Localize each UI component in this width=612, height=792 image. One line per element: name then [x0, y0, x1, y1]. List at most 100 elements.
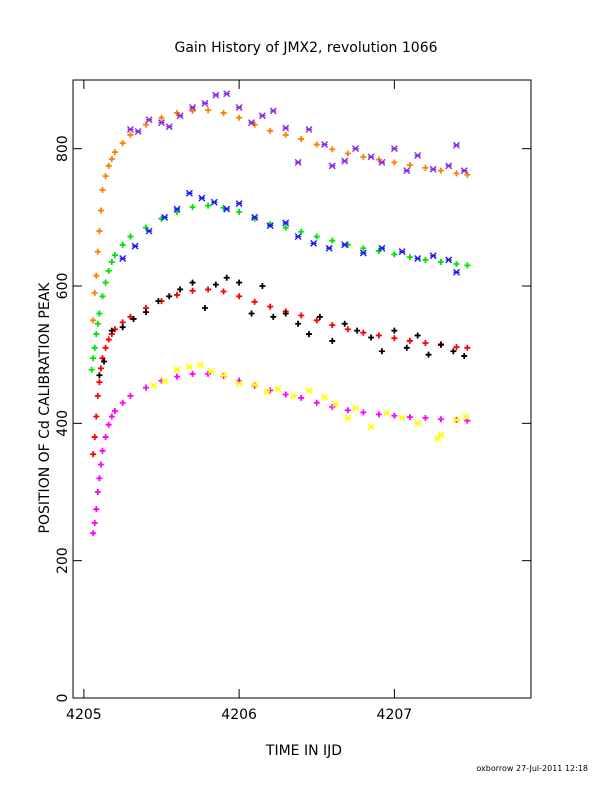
- data-point: [429, 165, 437, 173]
- data-point: [97, 365, 104, 372]
- data-point: [119, 140, 126, 147]
- data-point: [90, 355, 97, 362]
- y-axis-label: POSITION OF Cd CALIBRATION PEAK: [37, 282, 53, 534]
- data-point: [429, 252, 437, 260]
- data-point: [367, 423, 375, 431]
- data-point: [406, 254, 413, 261]
- data-point: [282, 391, 289, 398]
- data-point: [321, 393, 329, 401]
- data-point: [295, 320, 302, 327]
- data-point: [422, 414, 429, 421]
- data-point: [102, 344, 109, 351]
- data-point: [127, 313, 134, 320]
- data-point: [329, 237, 336, 244]
- data-point: [220, 371, 228, 379]
- data-point: [127, 392, 134, 399]
- data-point: [174, 373, 181, 380]
- data-point: [344, 326, 351, 333]
- data-point: [102, 173, 109, 180]
- data-point: [450, 348, 457, 355]
- data-point: [367, 153, 375, 161]
- data-point: [282, 224, 289, 231]
- data-point: [131, 242, 139, 250]
- series-3: [119, 189, 460, 276]
- x-axis: 4205 4206 4207: [66, 80, 412, 723]
- y-tick-label: 400: [55, 410, 71, 437]
- data-point: [166, 293, 173, 300]
- data-point: [414, 255, 422, 263]
- data-point: [119, 255, 127, 263]
- data-point: [298, 394, 305, 401]
- data-point: [111, 407, 118, 414]
- x-tick-label: 4206: [221, 707, 257, 723]
- data-point: [145, 227, 153, 235]
- data-point: [119, 241, 126, 248]
- data-point: [97, 207, 104, 214]
- data-point: [390, 145, 398, 153]
- data-point: [310, 239, 318, 247]
- data-point: [189, 103, 197, 111]
- data-point: [96, 475, 103, 482]
- data-point: [105, 421, 112, 428]
- data-point: [406, 414, 413, 421]
- data-point: [329, 146, 336, 153]
- data-point: [173, 205, 181, 213]
- data-point: [130, 315, 137, 322]
- data-point: [298, 312, 305, 319]
- data-point: [205, 286, 212, 293]
- data-point: [173, 366, 181, 374]
- data-point: [99, 293, 106, 300]
- data-point: [235, 380, 243, 388]
- data-point: [267, 303, 274, 310]
- data-point: [91, 344, 98, 351]
- data-point: [406, 162, 413, 169]
- data-point: [341, 320, 348, 327]
- data-point: [94, 392, 101, 399]
- data-point: [305, 386, 313, 394]
- data-point: [236, 279, 243, 286]
- data-point: [344, 414, 352, 422]
- x-tick-label: 4207: [377, 707, 413, 723]
- data-point: [220, 109, 227, 116]
- data-point: [101, 358, 108, 365]
- data-point: [142, 224, 149, 231]
- data-point: [329, 322, 336, 329]
- data-point: [368, 334, 375, 341]
- data-point: [282, 310, 289, 317]
- data-point: [97, 461, 104, 468]
- data-point: [251, 381, 259, 389]
- series-1: [126, 90, 468, 175]
- data-point: [258, 112, 266, 120]
- data-point: [177, 286, 184, 293]
- data-point: [354, 327, 361, 334]
- series-5: [96, 274, 468, 379]
- data-point: [198, 194, 206, 202]
- data-point: [398, 414, 406, 422]
- data-point: [105, 162, 112, 169]
- data-point: [127, 131, 134, 138]
- data-point: [223, 205, 231, 213]
- data-point: [422, 339, 429, 346]
- data-point: [352, 404, 360, 412]
- data-point: [93, 413, 100, 420]
- data-point: [298, 136, 305, 143]
- data-point: [403, 344, 410, 351]
- series-6: [90, 370, 471, 537]
- data-point: [94, 489, 101, 495]
- data-point: [414, 332, 421, 339]
- data-point: [251, 298, 258, 305]
- data-point: [161, 213, 169, 221]
- data-point: [403, 167, 411, 175]
- data-point: [235, 200, 243, 208]
- data-point: [126, 125, 134, 133]
- data-point: [360, 245, 367, 252]
- data-point: [461, 353, 468, 360]
- data-point: [201, 304, 208, 311]
- data-point: [99, 186, 106, 193]
- data-point: [360, 409, 367, 416]
- data-point: [341, 157, 349, 165]
- data-point: [375, 411, 382, 418]
- data-point: [406, 337, 413, 344]
- x-tick-label: 4205: [66, 707, 102, 723]
- y-axis: 0 200 400 600 800: [55, 135, 531, 702]
